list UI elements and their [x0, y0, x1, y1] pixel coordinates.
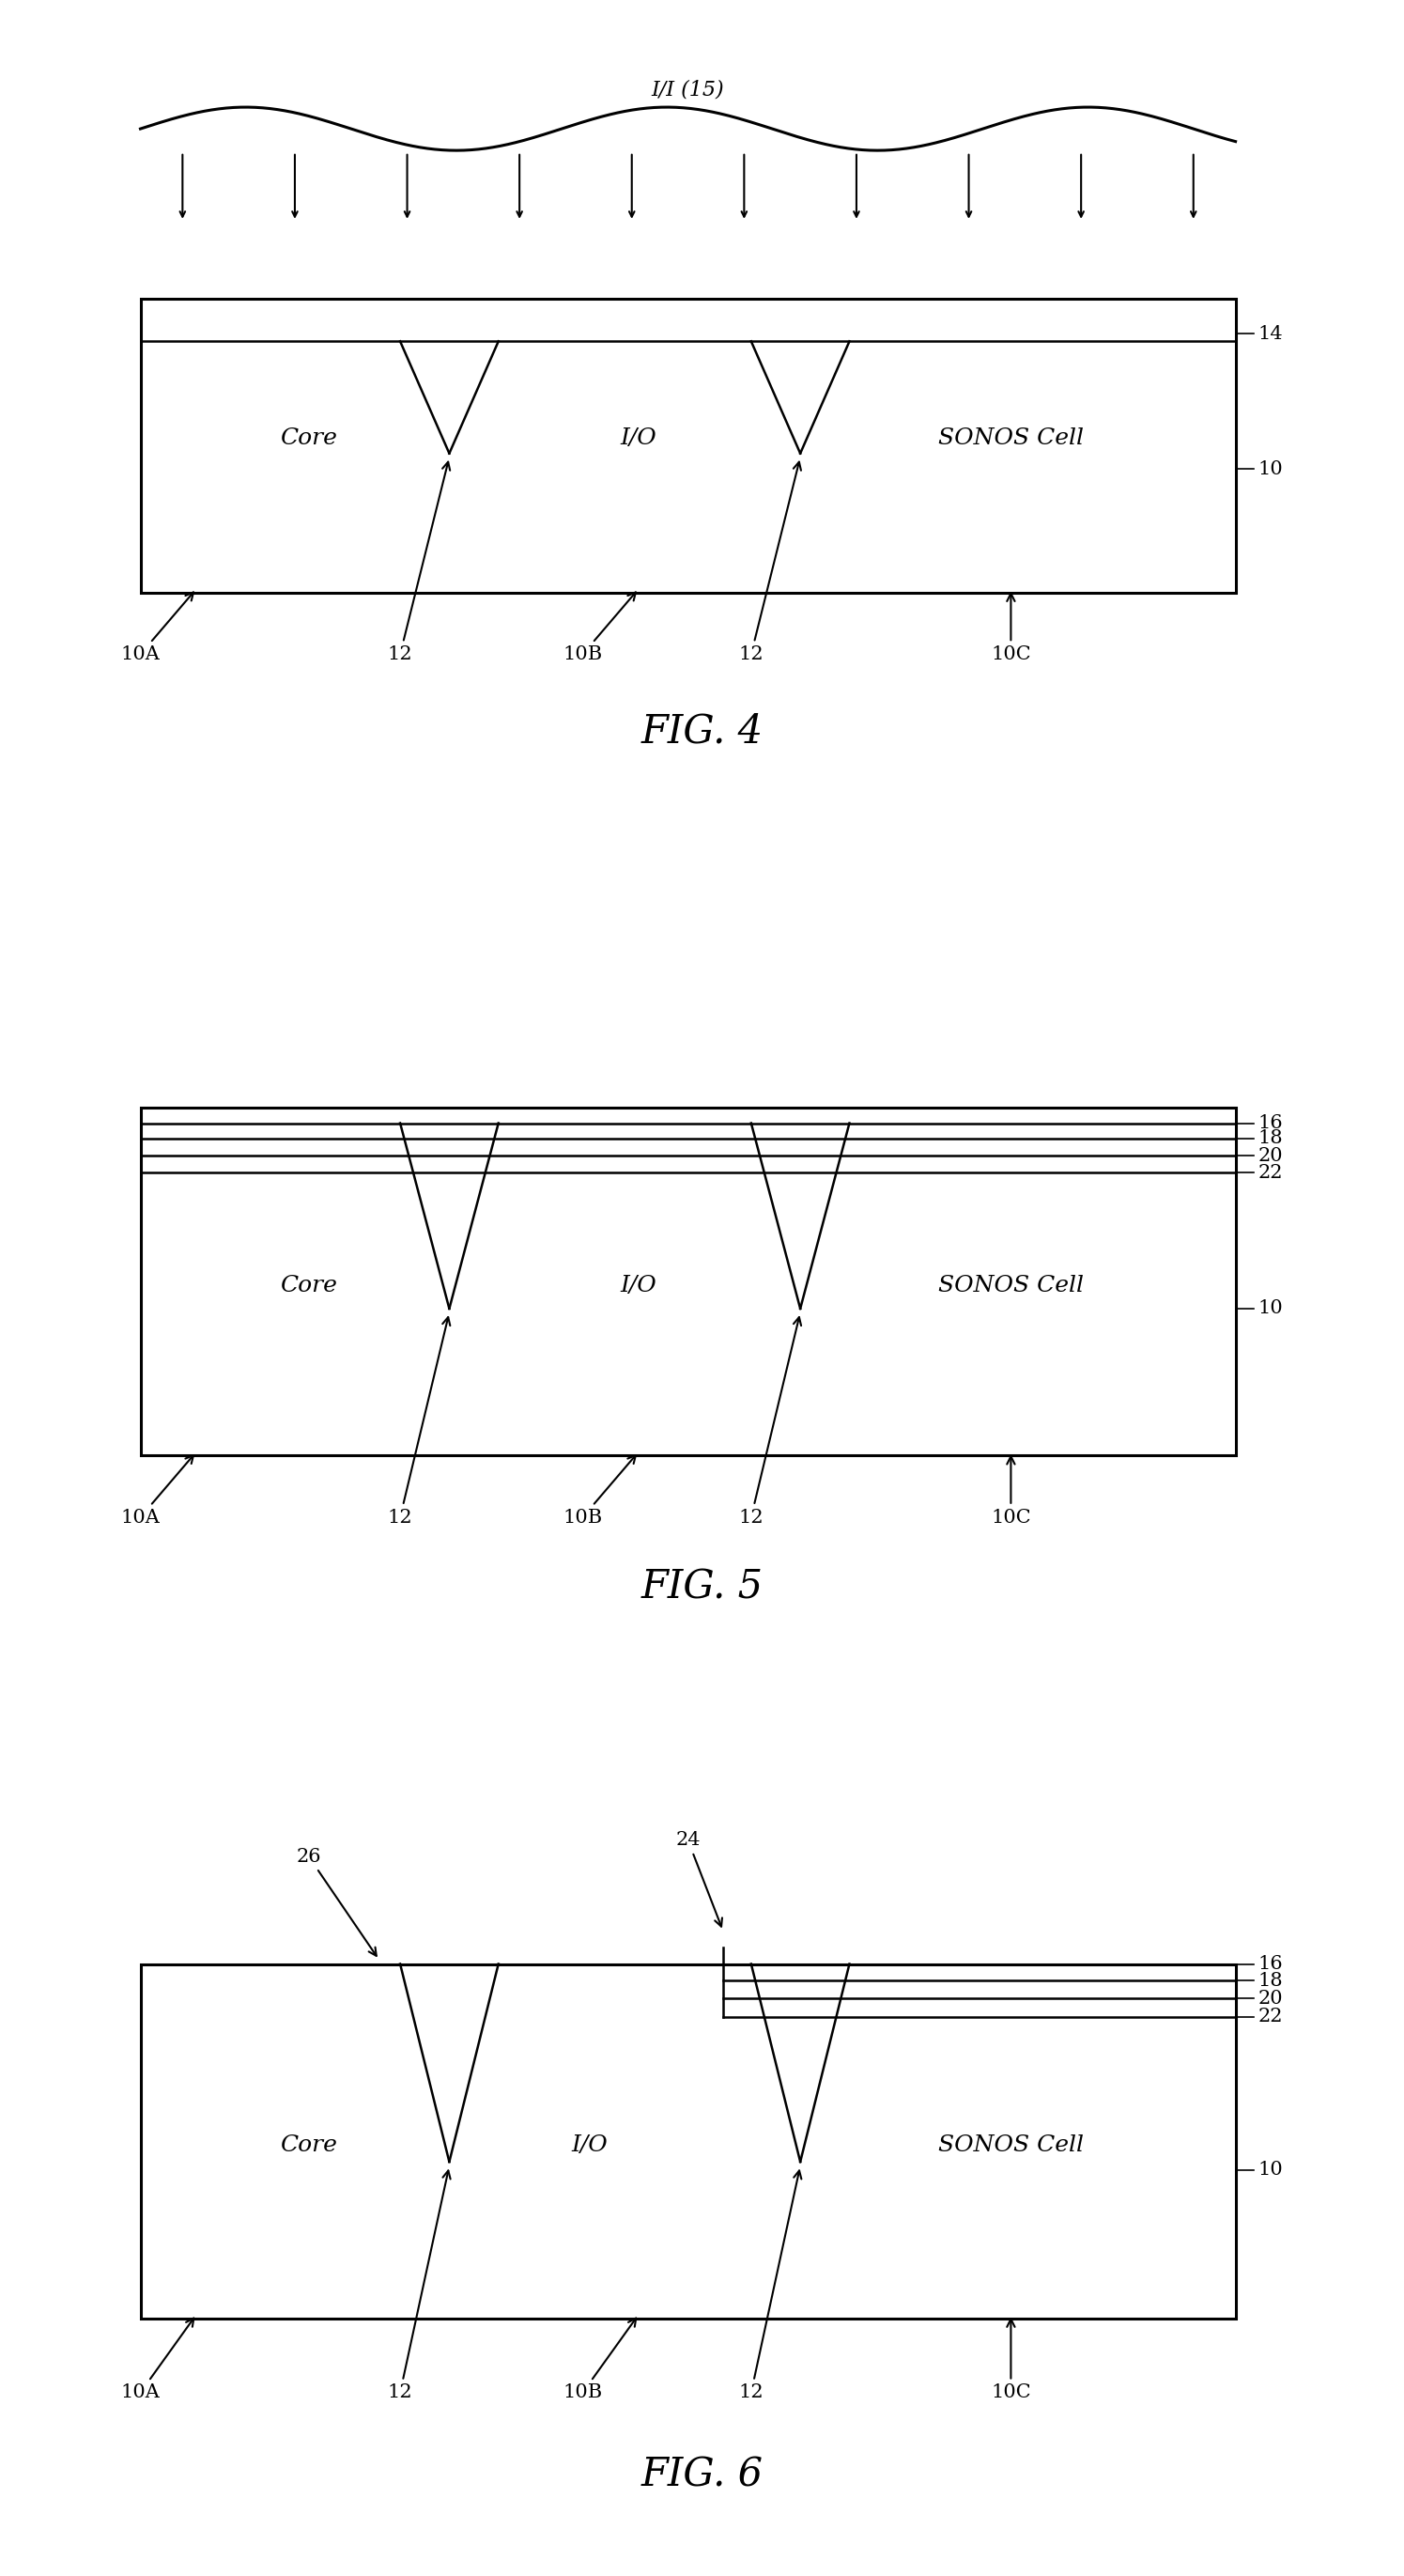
Text: Core: Core: [281, 1275, 337, 1296]
Text: 10: 10: [1258, 461, 1283, 477]
Text: SONOS Cell: SONOS Cell: [938, 1275, 1084, 1296]
Text: 18: 18: [1258, 1131, 1283, 1146]
Text: Core: Core: [281, 2136, 337, 2156]
Text: SONOS Cell: SONOS Cell: [938, 428, 1084, 448]
Text: 16: 16: [1258, 1955, 1283, 1973]
Text: 10B: 10B: [563, 1455, 636, 1525]
Text: 20: 20: [1258, 1146, 1283, 1164]
Text: Core: Core: [281, 428, 337, 448]
Text: 20: 20: [1258, 1989, 1283, 2007]
Text: 10A: 10A: [121, 592, 194, 662]
Text: 12: 12: [388, 1316, 451, 1525]
Text: 18: 18: [1258, 1971, 1283, 1989]
Text: 12: 12: [739, 461, 802, 662]
Text: SONOS Cell: SONOS Cell: [938, 2136, 1084, 2156]
Text: 10: 10: [1258, 1301, 1283, 1316]
Text: 10C: 10C: [991, 1455, 1031, 1525]
Text: 10: 10: [1258, 2161, 1283, 2179]
Text: 12: 12: [739, 2172, 802, 2401]
Text: 10C: 10C: [991, 592, 1031, 662]
Text: I/O: I/O: [571, 2136, 608, 2156]
Text: 26: 26: [296, 1847, 376, 1955]
Text: 10C: 10C: [991, 2318, 1031, 2401]
Text: 22: 22: [1258, 2007, 1283, 2025]
Text: 10A: 10A: [121, 2318, 194, 2401]
Text: I/I (15): I/I (15): [651, 80, 724, 100]
Text: FIG. 4: FIG. 4: [640, 711, 764, 752]
Text: FIG. 5: FIG. 5: [640, 1566, 764, 1607]
Text: 12: 12: [388, 2172, 451, 2401]
Text: I/O: I/O: [621, 428, 657, 448]
Text: 12: 12: [739, 1316, 802, 1525]
Text: 10B: 10B: [563, 2318, 636, 2401]
Text: 22: 22: [1258, 1164, 1283, 1182]
Text: FIG. 6: FIG. 6: [640, 2455, 764, 2494]
Bar: [140, 1963, 1236, 2318]
Bar: [140, 1108, 1236, 1455]
Text: 24: 24: [675, 1832, 722, 1927]
Text: 12: 12: [388, 461, 451, 662]
Text: 16: 16: [1258, 1115, 1283, 1131]
Text: I/O: I/O: [621, 1275, 657, 1296]
Text: 10B: 10B: [563, 592, 636, 662]
Text: 10A: 10A: [121, 1455, 194, 1525]
Text: 14: 14: [1258, 325, 1283, 343]
Bar: [140, 299, 1236, 592]
